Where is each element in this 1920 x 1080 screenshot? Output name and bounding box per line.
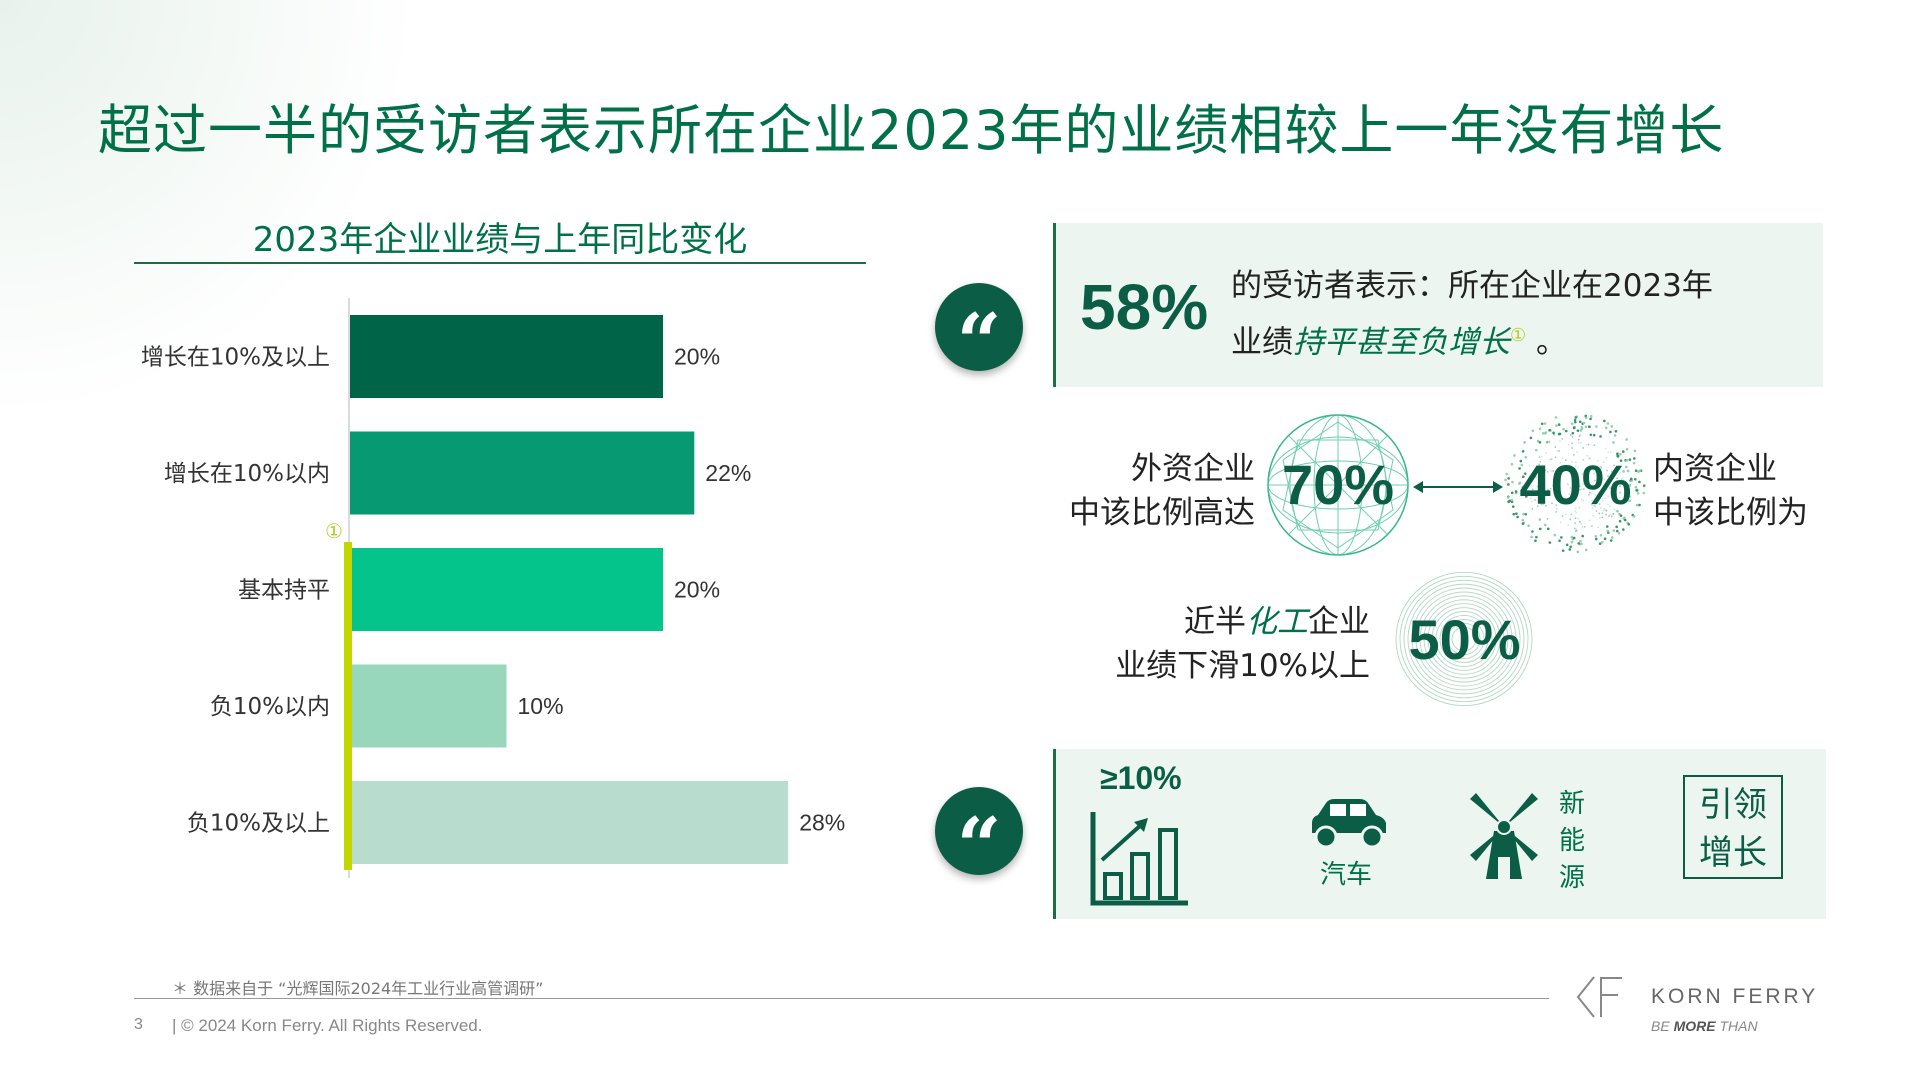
category-label: 负10%以内 [210,694,330,720]
category-label: 增长在10%以内 [164,461,330,487]
chemical-label-line-1: 近半化工企业 [1184,604,1370,640]
foreign-label: 外资企业 中该比例高达 [1060,447,1255,535]
dotted-sphere-icon [1504,414,1646,554]
no-growth-bracket [344,542,352,870]
lead-growth-line-1: 引领 [1699,785,1767,825]
domestic-label: 内资企业 中该比例为 [1653,447,1808,535]
domestic-label-line-2: 中该比例为 [1653,495,1808,531]
foreign-label-line-1: 外资企业 [1131,451,1255,487]
double-arrow-icon [1413,481,1503,493]
value-label: 10% [518,693,564,719]
new-energy-label: 新 能 源 [1558,789,1585,893]
category-label: 增长在10%及以上 [141,345,330,371]
callout-emphasis: 持平甚至负增长 [1293,324,1510,361]
value-label: 28% [799,810,845,836]
bracket-marker: ① [325,519,343,543]
chemical-emphasis: 化工 [1246,604,1308,640]
lead-growth-line-2: 增长 [1699,833,1767,873]
car-label: 汽车 [1319,860,1372,890]
bar-2 [350,431,695,515]
chemical-label-line-2: 业绩下滑10%以上 [1115,648,1370,684]
korn-ferry-logo-icon [1576,976,1622,1018]
footnote-mark: ① [1510,325,1527,346]
windmill-icon [1470,793,1538,879]
growth-panel [1053,749,1826,919]
value-label: 20% [674,577,720,603]
car-icon [1312,799,1386,849]
chart-title-rule [134,262,866,264]
bar-5 [350,781,789,864]
chemical-label: 近半化工企业 业绩下滑10%以上 [1080,600,1370,688]
callout-line-2: 业绩持平甚至负增长① 。 [1231,311,1713,367]
chart-title: 2023年企业业绩与上年同比变化 [252,220,748,260]
quote-icon: “ [935,283,1023,388]
foreign-value: 70% [1281,453,1395,516]
callout-value: 58% [1080,271,1209,343]
data-source-footnote: ＊ 数据来自于 “光辉国际2024年工业行业高管调研” [172,979,544,998]
concentric-rings-icon [1395,571,1533,707]
brand-tagline: BE MORE THAN [1651,1018,1758,1034]
growth-chart-icon [1090,812,1188,906]
category-label: 负10%及以上 [187,811,330,837]
lead-growth-box: 引领 增长 [1683,775,1783,879]
domestic-label-line-1: 内资企业 [1653,451,1777,487]
bar-chart: 增长在10%及以上 20% 增长在10%以内 22% 基本持平 20% 负10%以内 10% 负… [141,298,845,878]
footer-rule [134,998,1549,999]
callout-statement: 的受访者表示：所在企业在2023年 业绩持平甚至负增长① 。 [1231,262,1713,367]
page-title: 超过一半的受访者表示所在企业2023年的业绩相较上一年没有增长 [98,99,1725,162]
mesh-sphere-icon [1267,414,1409,556]
value-label: 20% [674,344,720,370]
callout-panel [1053,223,1823,387]
quote-icon-2: “ [935,787,1023,892]
brand-name: KORN FERRY [1651,985,1819,1008]
bar-4 [350,664,507,748]
bar-3 [350,548,663,631]
callout-line-2-suffix: 。 [1526,324,1567,361]
page-number: 3 [134,1016,143,1033]
bar-1 [350,315,663,398]
foreign-label-line-2: 中该比例高达 [1069,495,1255,531]
callout-line-1: 的受访者表示：所在企业在2023年 [1231,268,1713,304]
domestic-value: 40% [1519,453,1632,516]
growth-label: ≥10% [1100,760,1182,796]
callout-line-2-prefix: 业绩 [1231,324,1293,361]
category-label: 基本持平 [238,578,330,604]
chemical-value: 50% [1408,608,1521,671]
value-label: 22% [705,460,751,486]
copyright-text: | © 2024 Korn Ferry. All Rights Reserved… [172,1016,483,1035]
